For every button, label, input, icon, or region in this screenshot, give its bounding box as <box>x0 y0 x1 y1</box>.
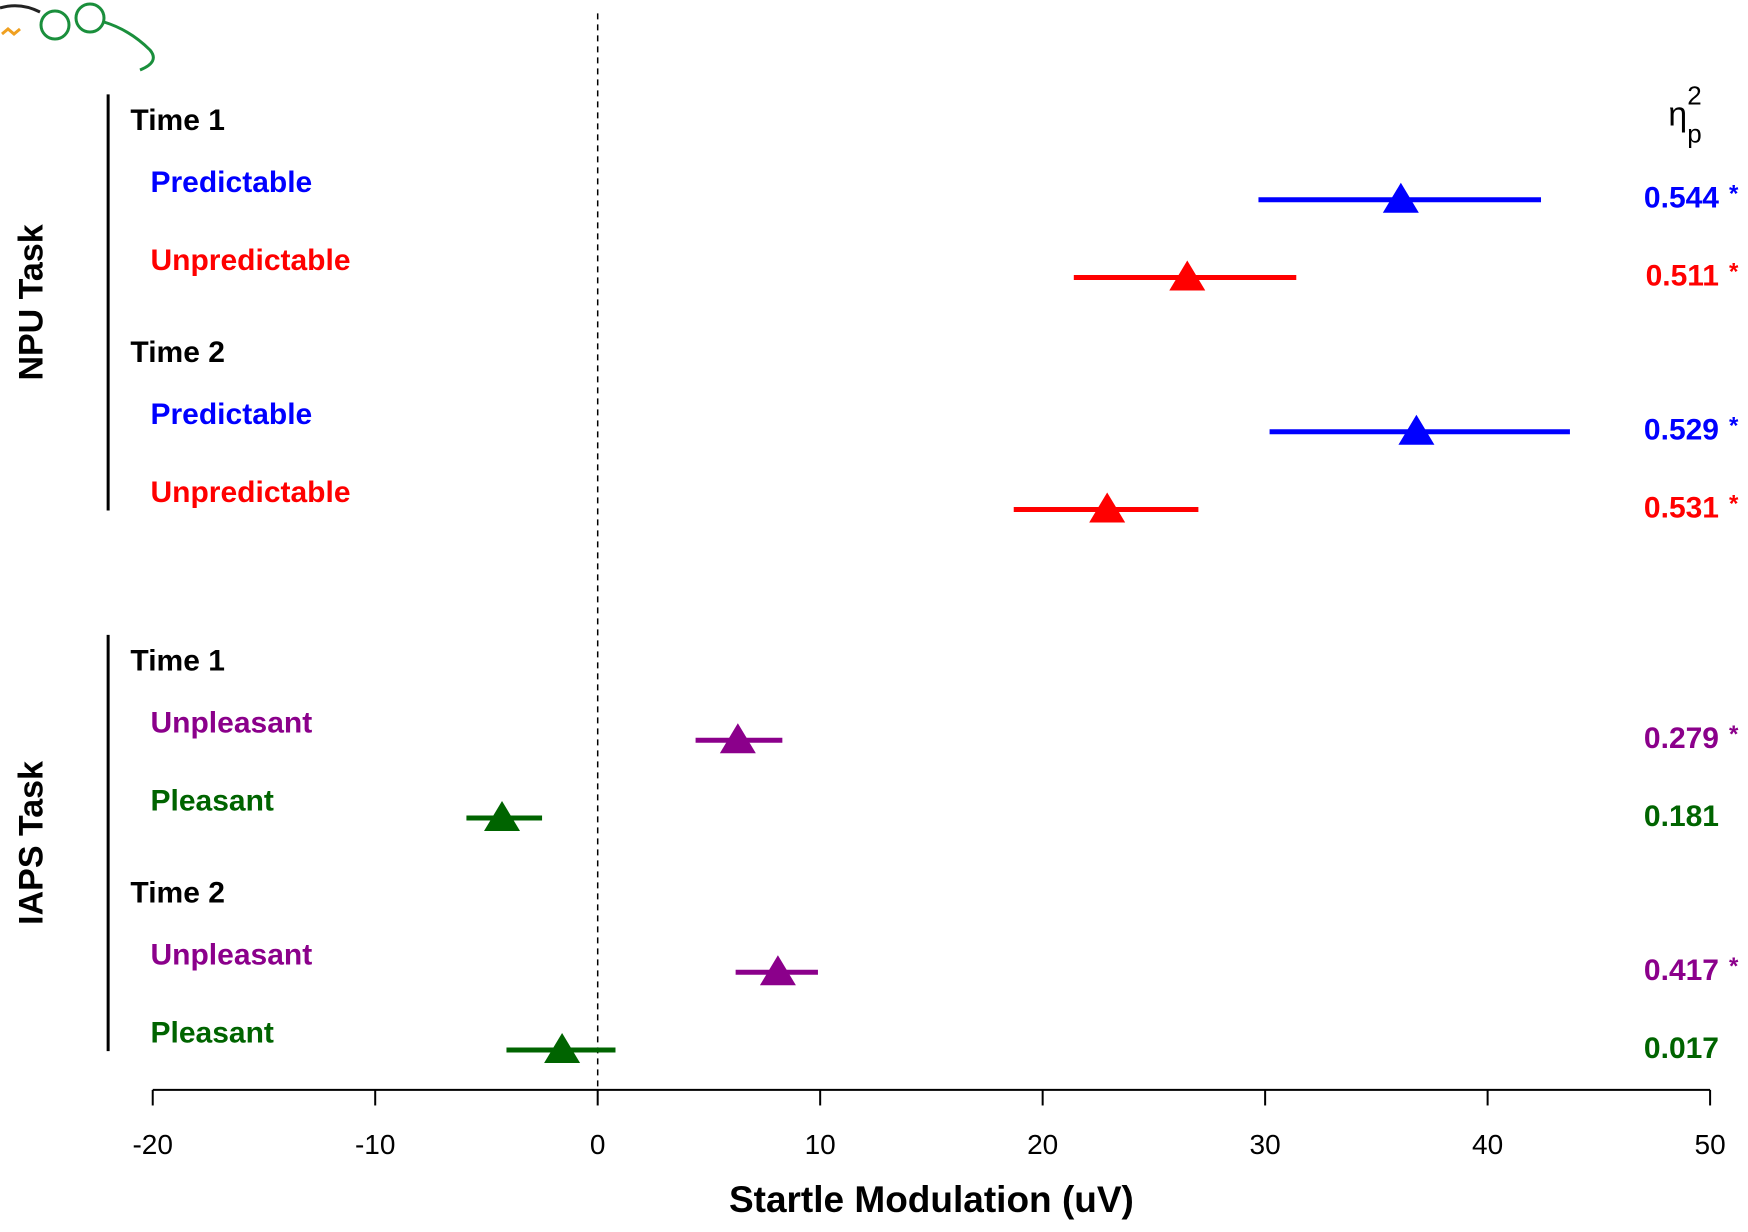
subgroup-label: Time 2 <box>130 877 225 910</box>
significance: * <box>1729 490 1739 517</box>
eta-sub: p <box>1687 118 1701 148</box>
significance: * <box>1729 258 1739 285</box>
row-label: Predictable <box>150 398 312 431</box>
logo <box>0 2 155 72</box>
row-label: Pleasant <box>150 1016 273 1049</box>
eta-value: 0.181 <box>1644 800 1719 833</box>
x-tick-label: -20 <box>132 1129 172 1160</box>
subgroup-label: Time 2 <box>130 336 225 369</box>
x-tick-label: 50 <box>1695 1129 1726 1160</box>
subgroup-label: Time 1 <box>130 645 225 678</box>
point-estimate <box>719 723 756 754</box>
x-tick-label: 30 <box>1250 1129 1281 1160</box>
row-label: Pleasant <box>150 784 273 817</box>
eta-sup: 2 <box>1687 81 1701 111</box>
point-estimate <box>1382 182 1419 213</box>
x-tick-label: 0 <box>590 1129 606 1160</box>
eta-value: 0.511 <box>1646 259 1719 292</box>
point-estimate <box>1169 260 1206 291</box>
point-estimate <box>544 1032 581 1063</box>
row-label: Unpleasant <box>150 707 312 740</box>
eta-value: 0.529 <box>1644 414 1719 447</box>
x-axis-label: Startle Modulation (uV) <box>729 1179 1134 1220</box>
eta-value: 0.279 <box>1644 722 1719 755</box>
significance: * <box>1729 953 1739 980</box>
point-estimate <box>1089 492 1126 523</box>
eta-value: 0.417 <box>1644 954 1719 987</box>
eta-symbol: η <box>1668 96 1687 134</box>
eta-value: 0.531 <box>1644 491 1719 524</box>
point-estimate <box>1398 414 1435 445</box>
row-label: Unpleasant <box>150 939 312 972</box>
x-tick-label: 20 <box>1027 1129 1058 1160</box>
significance: * <box>1729 413 1739 440</box>
x-tick-label: 40 <box>1472 1129 1503 1160</box>
eta-value: 0.544 <box>1644 182 1719 215</box>
row-label: Unpredictable <box>150 244 350 277</box>
eta-header: η <box>1668 96 1687 134</box>
group-label: IAPS Task <box>12 761 50 925</box>
subgroup-label: Time 1 <box>130 104 225 137</box>
x-tick-label: 10 <box>805 1129 836 1160</box>
significance: * <box>1729 181 1739 208</box>
significance: * <box>1729 721 1739 748</box>
point-estimate <box>484 801 521 832</box>
x-tick-label: -10 <box>355 1129 395 1160</box>
point-estimate <box>759 955 796 986</box>
row-label: Predictable <box>150 166 312 199</box>
eta-value: 0.017 <box>1644 1032 1719 1065</box>
group-label: NPU Task <box>12 224 50 380</box>
row-label: Unpredictable <box>150 476 350 509</box>
